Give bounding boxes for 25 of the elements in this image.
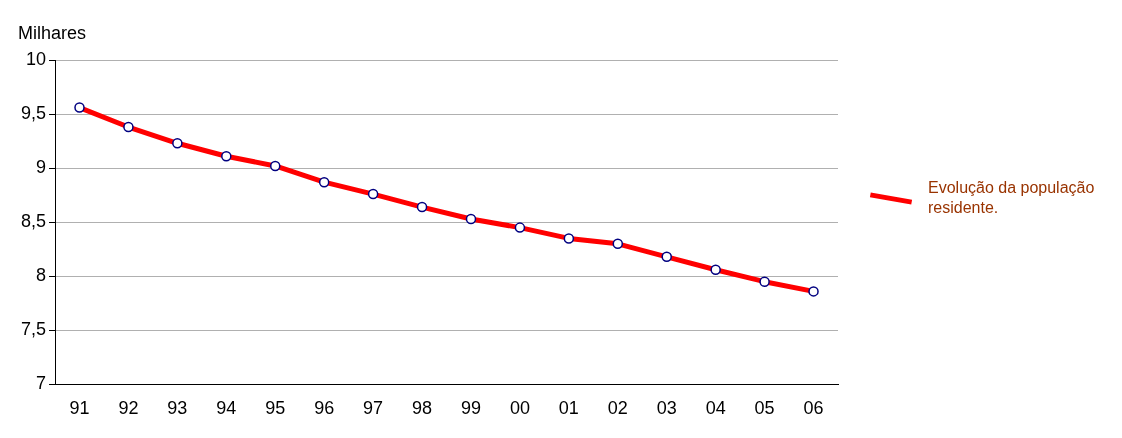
x-tick-label: 99: [460, 398, 481, 419]
x-tick-label: 96: [314, 398, 335, 419]
x-tick-label: 05: [754, 398, 775, 419]
y-tick-label: 8: [36, 265, 47, 286]
legend-label: Evolução da população residente.: [928, 178, 1096, 218]
x-tick-label: 01: [558, 398, 579, 419]
x-tick-label: 02: [607, 398, 628, 419]
y-axis-title: Milhares: [18, 22, 87, 43]
x-tick-label: 91: [69, 398, 90, 419]
x-tick-label: 03: [656, 398, 677, 419]
x-tick-label: 06: [803, 398, 824, 419]
x-tick-label: 00: [509, 398, 530, 419]
y-tick-label: 9: [36, 157, 47, 178]
y-tick-label: 10: [25, 48, 47, 69]
y-tick-label: 9,5: [20, 103, 47, 124]
y-tick-label: 7,5: [20, 319, 47, 340]
y-tick-label: 8,5: [20, 211, 47, 232]
x-tick-label: 97: [363, 398, 384, 419]
x-tick-label: 92: [118, 398, 139, 419]
x-tick-label: 04: [705, 398, 726, 419]
x-tick-label: 93: [167, 398, 188, 419]
x-tick-label: 98: [412, 398, 433, 419]
x-tick-label: 94: [216, 398, 237, 419]
x-tick-label: 95: [265, 398, 286, 419]
y-tick-label: 7: [36, 373, 47, 394]
